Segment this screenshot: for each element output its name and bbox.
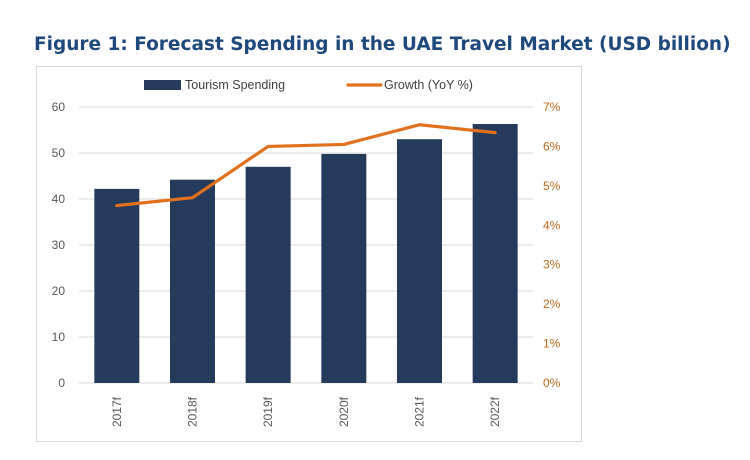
bar xyxy=(245,166,291,383)
x-tick-label: 2022f xyxy=(488,396,502,427)
y-right-tick-label: 6% xyxy=(543,139,561,153)
y-left-tick-label: 0 xyxy=(58,376,65,390)
chart-area: 0 10 20 30 40 50 60 0% 1% 2% 3% 4% 5% 6% 7% 2017f 2018f 2… xyxy=(36,66,582,442)
y-right-tick-label: 2% xyxy=(543,297,561,311)
y-right-tick-label: 0% xyxy=(543,376,561,390)
bar xyxy=(170,179,215,383)
x-tick-label: 2019f xyxy=(261,396,275,427)
y-right-tick-label: 7% xyxy=(543,100,561,114)
y-left-tick-label: 50 xyxy=(52,146,66,160)
y-right-tick-label: 5% xyxy=(543,179,561,193)
x-tick-label: 2017f xyxy=(110,396,124,427)
y-left-tick-label: 10 xyxy=(52,330,66,344)
bar xyxy=(321,153,367,383)
y-left-tick-label: 60 xyxy=(52,100,66,114)
y-right-tick-label: 3% xyxy=(543,258,561,272)
bar xyxy=(94,188,140,383)
y-left-tick-label: 40 xyxy=(52,192,66,206)
combo-chart: 0 10 20 30 40 50 60 0% 1% 2% 3% 4% 5% 6% 7% 2017f 2018f 2… xyxy=(52,78,561,427)
y-left-tick-label: 30 xyxy=(52,238,66,252)
growth-line xyxy=(115,123,497,208)
legend-swatch-spending xyxy=(144,80,181,90)
y-left-tick-label: 20 xyxy=(52,284,66,298)
x-tick-label: 2018f xyxy=(186,396,200,427)
y-right-tick-label: 1% xyxy=(543,337,561,351)
bar xyxy=(397,139,442,383)
bar xyxy=(472,124,518,383)
legend-label-growth: Growth (YoY %) xyxy=(384,78,473,92)
x-tick-label: 2021f xyxy=(413,396,427,427)
x-tick-label: 2020f xyxy=(337,396,351,427)
figure-title: Figure 1: Forecast Spending in the UAE T… xyxy=(34,34,731,55)
y-right-tick-label: 4% xyxy=(543,218,561,232)
legend-label-spending: Tourism Spending xyxy=(185,78,285,92)
